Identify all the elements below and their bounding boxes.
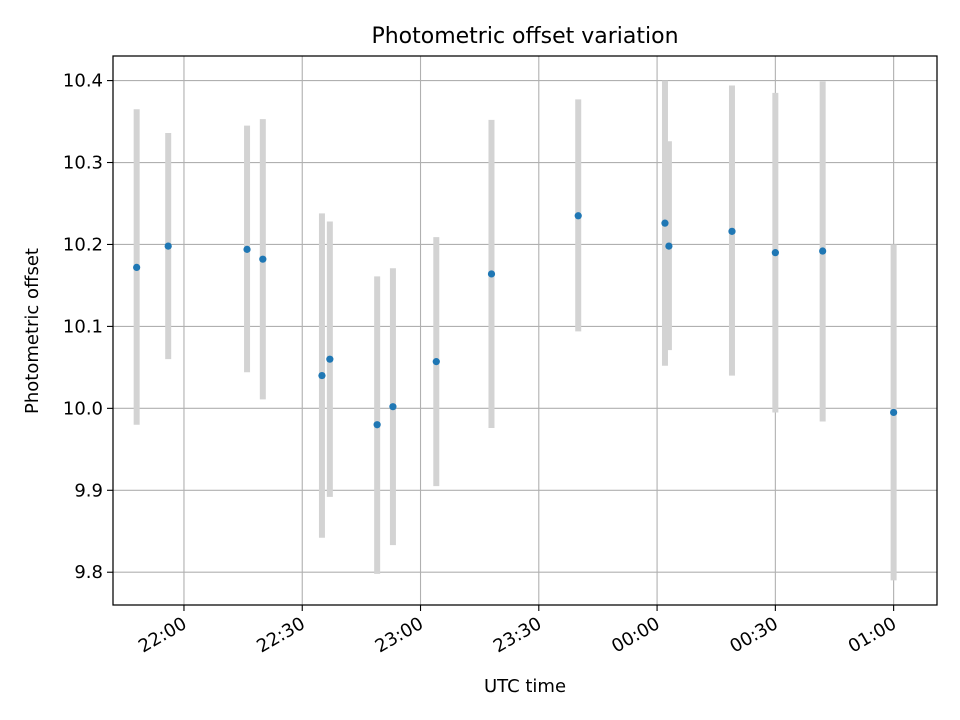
data-point xyxy=(243,245,251,253)
x-axis-label: UTC time xyxy=(484,676,566,697)
y-tick-label: 10.3 xyxy=(63,153,103,174)
data-point xyxy=(133,263,141,272)
data-point xyxy=(890,408,898,417)
y-axis: 9.8 9.9 10.0 10.1 10.2 10.3 10.4 xyxy=(63,71,113,583)
data-point xyxy=(819,247,827,255)
data-point xyxy=(259,255,267,263)
y-tick-label: 10.4 xyxy=(63,71,103,92)
data-point xyxy=(661,219,669,227)
y-axis-label: Photometric offset xyxy=(22,248,43,414)
data-point xyxy=(389,403,397,411)
data-point xyxy=(728,227,736,235)
y-tick-label: 10.0 xyxy=(63,398,103,419)
data-point xyxy=(771,249,779,257)
data-point xyxy=(373,421,381,429)
data-point xyxy=(164,242,172,250)
data-point xyxy=(487,270,496,278)
data-point xyxy=(318,371,326,380)
data-points xyxy=(133,212,898,429)
data-point xyxy=(326,355,334,363)
data-point xyxy=(665,242,673,250)
y-tick-label: 10.2 xyxy=(63,234,103,255)
data-point xyxy=(432,358,440,366)
plot-area-frame xyxy=(112,55,938,606)
chart-title: Photometric offset variation xyxy=(371,24,678,49)
y-tick-label: 9.9 xyxy=(74,480,103,501)
data-point xyxy=(574,212,582,220)
y-tick-label: 9.8 xyxy=(74,562,103,583)
y-tick-label: 10.1 xyxy=(63,316,103,337)
